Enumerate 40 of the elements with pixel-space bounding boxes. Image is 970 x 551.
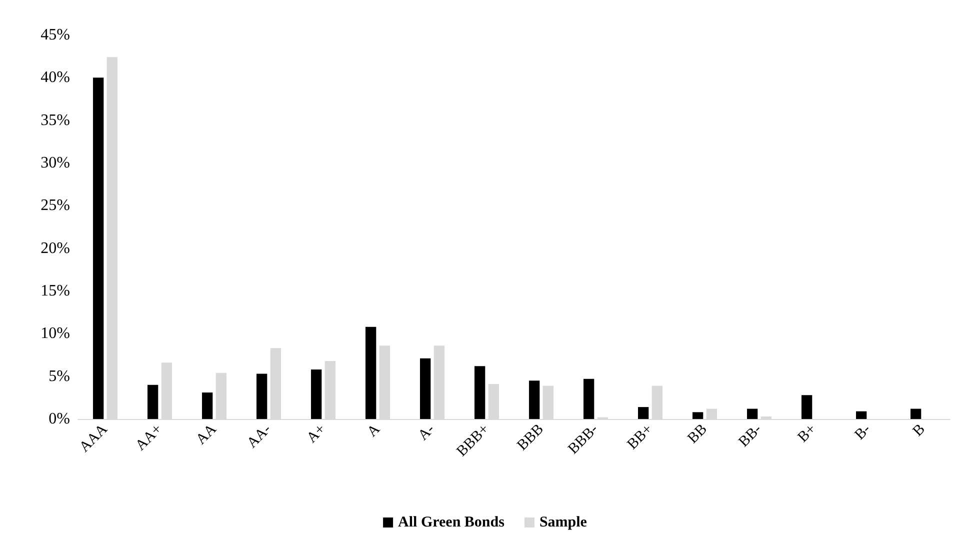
x-tick-label: A bbox=[364, 421, 384, 440]
bar bbox=[310, 370, 322, 419]
x-tick-label: A- bbox=[415, 421, 438, 444]
bar bbox=[202, 392, 213, 419]
y-tick-label: 0% bbox=[48, 410, 70, 428]
x-tick-label: AA bbox=[193, 421, 220, 448]
x-tick-label: B bbox=[910, 421, 928, 440]
x-tick-label: B+ bbox=[795, 421, 820, 446]
bar bbox=[474, 366, 486, 419]
bar bbox=[692, 412, 704, 419]
legend-label: All Green Bonds bbox=[398, 514, 505, 530]
y-tick-label: 25% bbox=[40, 197, 70, 214]
bar bbox=[801, 395, 812, 419]
bar bbox=[528, 380, 540, 419]
y-tick-label: 5% bbox=[48, 368, 70, 385]
bar bbox=[420, 358, 431, 419]
x-tick-label: AA+ bbox=[132, 421, 166, 454]
y-tick-label: 15% bbox=[40, 282, 70, 300]
x-tick-label: BB+ bbox=[624, 421, 656, 453]
x-tick-label: AA- bbox=[244, 421, 274, 452]
x-tick-label: BB- bbox=[736, 421, 765, 450]
legend-label: Sample bbox=[539, 514, 588, 530]
x-tick-label: A+ bbox=[304, 421, 329, 446]
y-tick-label: 20% bbox=[40, 240, 70, 257]
bar bbox=[583, 378, 594, 419]
bar bbox=[746, 408, 758, 419]
bar bbox=[856, 411, 867, 419]
bar bbox=[147, 384, 158, 419]
y-tick-label: 30% bbox=[40, 154, 70, 172]
y-tick-label: 35% bbox=[40, 112, 70, 129]
y-tick-label: 45% bbox=[40, 26, 70, 44]
bar bbox=[910, 408, 922, 419]
x-tick-label: B- bbox=[852, 421, 874, 444]
bar bbox=[92, 78, 104, 419]
bar bbox=[256, 374, 268, 419]
y-tick-label: 40% bbox=[40, 69, 70, 86]
bar bbox=[638, 407, 649, 419]
bar bbox=[365, 326, 376, 419]
y-tick-label: 10% bbox=[40, 325, 70, 342]
x-tick-label: BB bbox=[684, 421, 710, 447]
